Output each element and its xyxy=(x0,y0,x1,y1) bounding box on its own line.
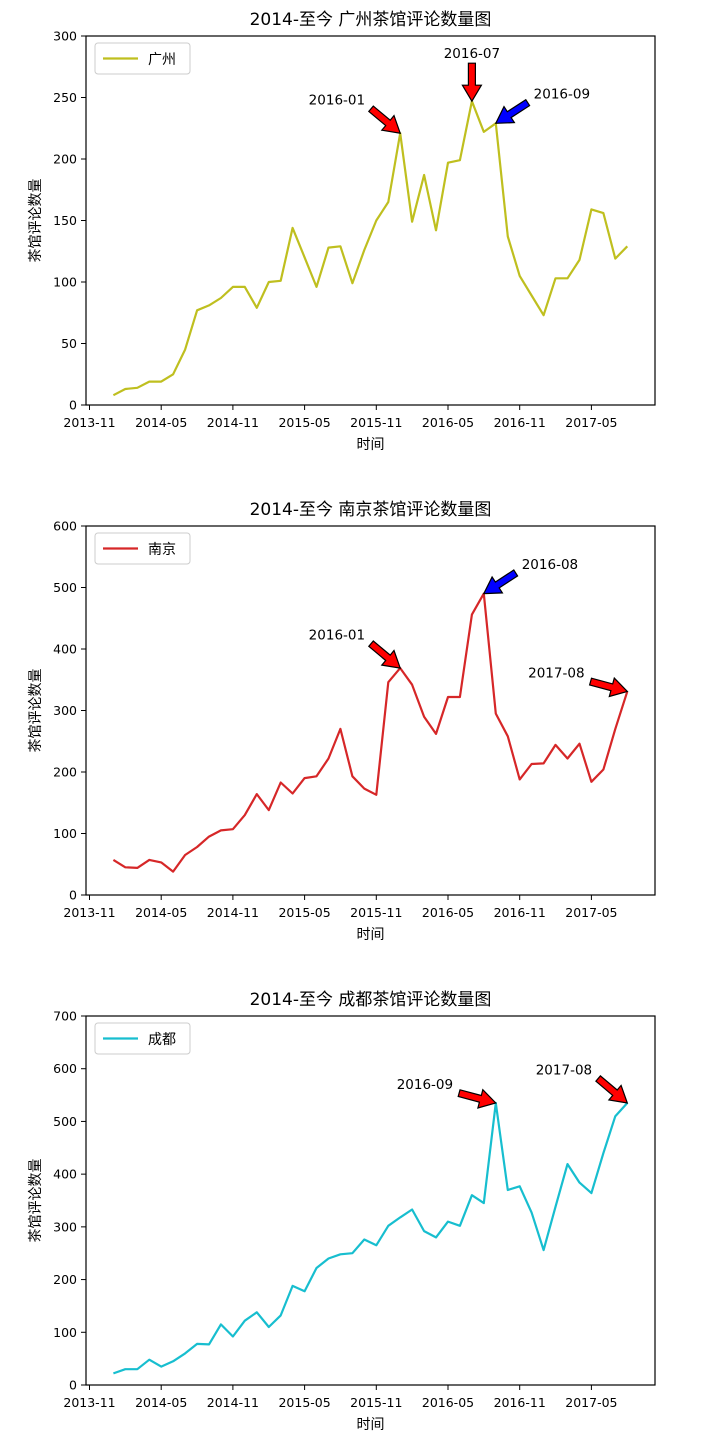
x-axis-label: 时间 xyxy=(357,927,385,943)
x-tick-label: 2016-05 xyxy=(422,415,474,430)
x-tick-label: 2017-05 xyxy=(565,1395,617,1410)
y-tick-label: 250 xyxy=(53,90,77,105)
y-tick-label: 700 xyxy=(53,1009,77,1024)
series-line-南京 xyxy=(112,592,629,873)
nanjing-chart: 2014-至今 南京茶馆评论数量图 0 100 200 300 400 500 600 2013… xyxy=(28,500,656,943)
x-tick-label: 2015-05 xyxy=(278,905,330,920)
x-tick-label: 2016-11 xyxy=(494,415,546,430)
annotation-arrow xyxy=(367,105,402,134)
annotation-label: 2017-08 xyxy=(536,1063,592,1079)
y-tick-label: 400 xyxy=(53,1167,77,1182)
y-tick-label: 100 xyxy=(53,1325,77,1340)
x-tick-label: 2017-05 xyxy=(565,415,617,430)
y-tick-label: 600 xyxy=(53,1061,77,1076)
y-tick-label: 100 xyxy=(53,826,77,841)
y-tick-label: 150 xyxy=(53,213,77,228)
x-tick-label: 2013-11 xyxy=(63,905,115,920)
y-tick-label: 300 xyxy=(53,29,77,44)
chart-title: 2014-至今 成都茶馆评论数量图 xyxy=(250,990,492,1010)
annotation-label: 2016-09 xyxy=(534,87,590,103)
y-tick-label: 50 xyxy=(61,336,77,351)
x-axis-label: 时间 xyxy=(357,1417,385,1433)
y-tick-label: 300 xyxy=(53,703,77,718)
legend-label: 南京 xyxy=(148,542,176,558)
chengdu-chart: 2014-至今 成都茶馆评论数量图 0 100 200 300 400 500 600 700 2… xyxy=(28,990,656,1433)
annotation-label: 2016-07 xyxy=(444,46,500,62)
series-line-广州 xyxy=(112,100,629,397)
annotation-arrow xyxy=(457,1088,497,1109)
annotation-label: 2016-01 xyxy=(309,628,365,644)
y-tick-label: 200 xyxy=(53,152,77,167)
y-tick-label: 500 xyxy=(53,580,77,595)
y-tick-label: 0 xyxy=(69,1378,77,1393)
x-tick-label: 2016-05 xyxy=(422,905,474,920)
x-tick-label: 2016-11 xyxy=(494,1395,546,1410)
legend-box xyxy=(94,42,191,75)
chart-title: 2014-至今 南京茶馆评论数量图 xyxy=(250,500,492,520)
x-tick-label: 2014-11 xyxy=(207,905,259,920)
x-tick-label: 2015-05 xyxy=(278,415,330,430)
y-tick-label: 200 xyxy=(53,1272,77,1287)
y-tick-label: 0 xyxy=(69,888,77,903)
y-tick-label: 500 xyxy=(53,1114,77,1129)
x-tick-label: 2014-05 xyxy=(135,1395,187,1410)
x-tick-label: 2015-11 xyxy=(350,1395,402,1410)
annotation-label: 2016-08 xyxy=(522,557,578,573)
x-tick-label: 2014-11 xyxy=(207,415,259,430)
y-tick-label: 0 xyxy=(69,398,77,413)
y-tick-label: 200 xyxy=(53,765,77,780)
annotation-arrow xyxy=(595,1075,629,1104)
legend-box xyxy=(94,532,191,565)
y-axis-label: 茶馆评论数量 xyxy=(28,669,44,753)
annotation-arrow xyxy=(482,569,519,595)
y-tick-label: 400 xyxy=(53,642,77,657)
annotation-label: 2017-08 xyxy=(528,666,584,682)
series-line-成都 xyxy=(113,1101,629,1375)
y-tick-label: 600 xyxy=(53,519,77,534)
annotation-arrow xyxy=(461,62,483,103)
guangzhou-chart: 2014-至今 广州茶馆评论数量图 0 50 100 150 200 250 300 2013-… xyxy=(28,10,656,453)
chart-title: 2014-至今 广州茶馆评论数量图 xyxy=(250,10,492,30)
x-tick-label: 2014-05 xyxy=(135,415,187,430)
x-tick-label: 2014-11 xyxy=(207,1395,259,1410)
y-axis-label: 茶馆评论数量 xyxy=(28,1159,44,1243)
x-tick-label: 2014-05 xyxy=(135,905,187,920)
plot-frame xyxy=(85,1015,656,1386)
plot-frame xyxy=(85,525,656,896)
x-tick-label: 2015-05 xyxy=(278,1395,330,1410)
y-axis-label: 茶馆评论数量 xyxy=(28,179,44,263)
legend-box xyxy=(94,1022,191,1055)
y-tick-label: 300 xyxy=(53,1219,77,1234)
annotation-arrow xyxy=(494,98,531,124)
x-axis-label: 时间 xyxy=(357,437,385,453)
x-tick-label: 2015-11 xyxy=(350,905,402,920)
x-tick-label: 2013-11 xyxy=(63,1395,115,1410)
y-tick-label: 100 xyxy=(53,275,77,290)
legend-label: 广州 xyxy=(148,52,176,68)
x-tick-label: 2016-11 xyxy=(494,905,546,920)
x-tick-label: 2017-05 xyxy=(565,905,617,920)
annotation-label: 2016-09 xyxy=(397,1077,453,1093)
x-tick-label: 2016-05 xyxy=(422,1395,474,1410)
x-tick-label: 2013-11 xyxy=(63,415,115,430)
annotation-label: 2016-01 xyxy=(309,93,365,109)
annotation-arrow xyxy=(367,640,402,669)
legend-label: 成都 xyxy=(148,1032,176,1048)
annotation-arrow xyxy=(588,676,629,698)
x-tick-label: 2015-11 xyxy=(350,415,402,430)
